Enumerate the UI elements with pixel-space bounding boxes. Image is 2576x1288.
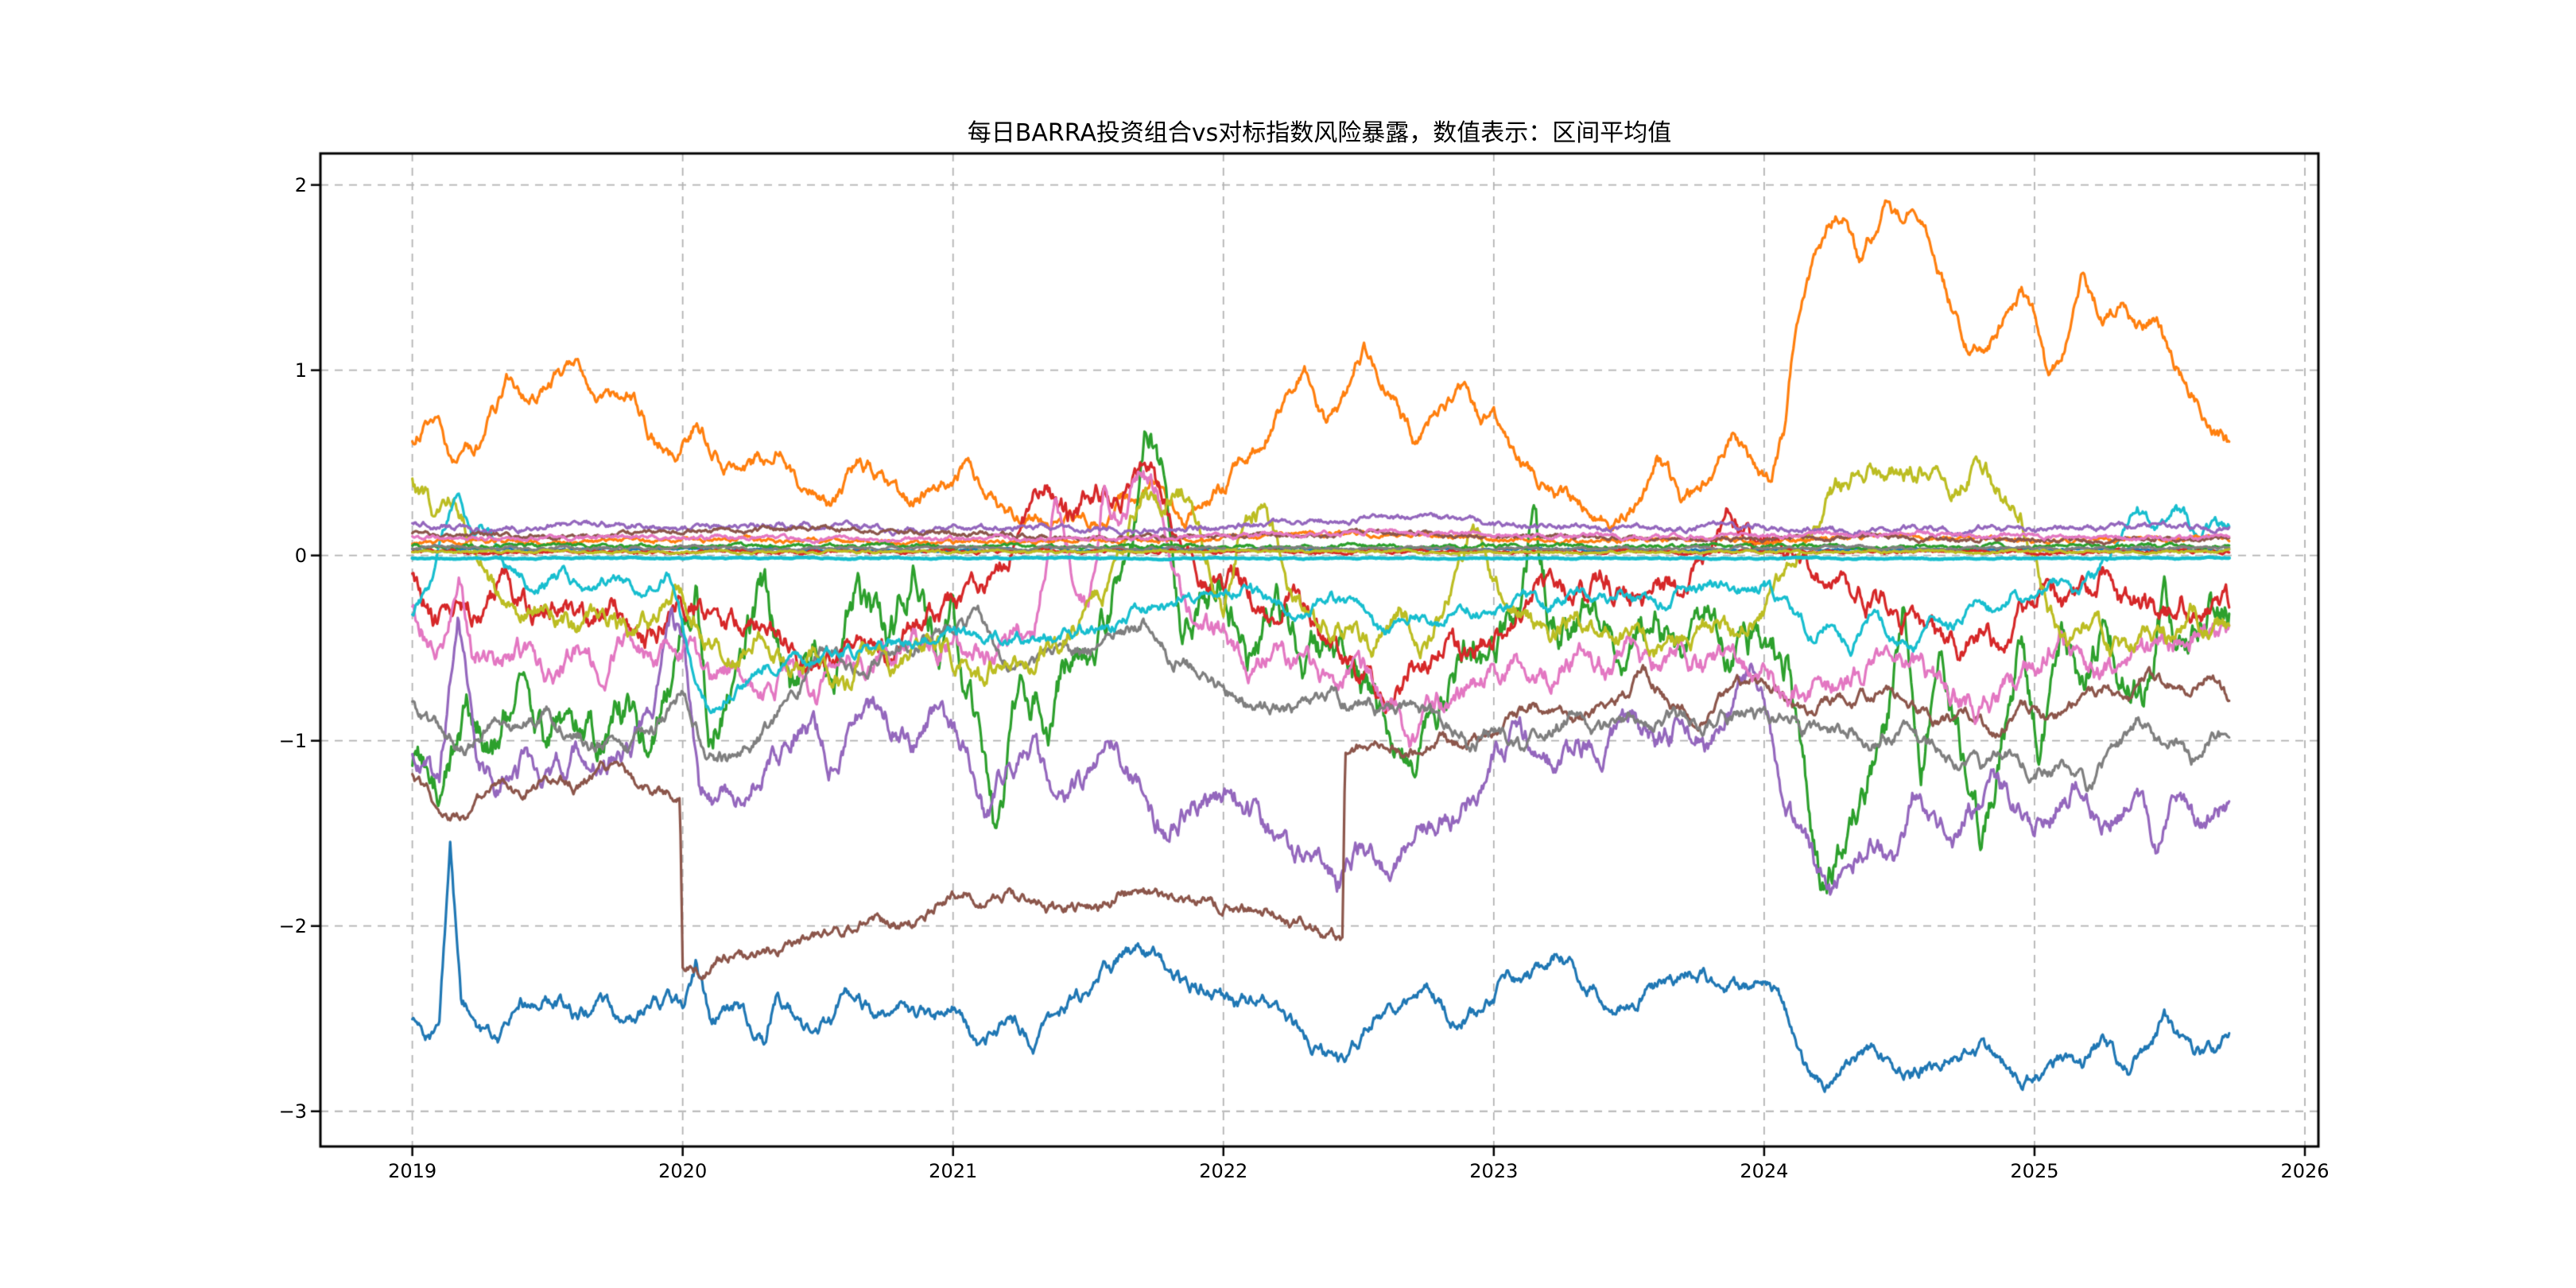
x-tick-label: 2020 [658, 1160, 708, 1182]
y-tick-label: −1 [278, 729, 307, 752]
x-tick-label: 2023 [1469, 1160, 1519, 1182]
y-tick-label: 1 [294, 359, 307, 382]
y-tick-label: −3 [278, 1100, 307, 1123]
x-tick-label: 2026 [2280, 1160, 2330, 1182]
x-tick-label: 2022 [1199, 1160, 1248, 1182]
x-tick-label: 2019 [388, 1160, 437, 1182]
y-tick-label: 0 [294, 544, 307, 567]
x-tick-label: 2025 [2010, 1160, 2059, 1182]
y-tick-label: −2 [278, 914, 307, 937]
x-tick-label: 2021 [929, 1160, 978, 1182]
y-tick-label: 2 [294, 173, 307, 196]
x-tick-label: 2024 [1740, 1160, 1789, 1182]
chart-title: 每日BARRA投资组合vs对标指数风险暴露，数值表示：区间平均值 [967, 119, 1672, 147]
